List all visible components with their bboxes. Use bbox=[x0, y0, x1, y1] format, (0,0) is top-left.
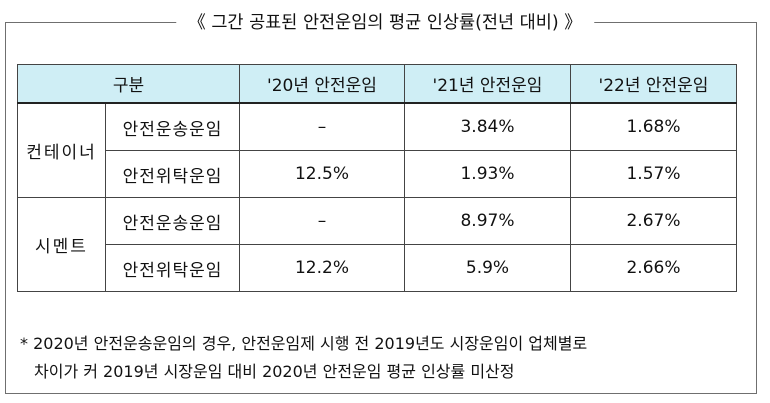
table-row: 컨테이너 안전운송운임 – 3.84% 1.68% bbox=[17, 102, 737, 198]
value-cell: 1.57% bbox=[570, 150, 737, 198]
item-label: 안전운송운임 bbox=[105, 102, 240, 151]
group-label-container: 컨테이너 bbox=[17, 102, 106, 198]
table-row: 안전위탁운임 12.2% 5.9% 2.66% bbox=[18, 244, 737, 292]
table-row: 안전위탁운임 12.5% 1.93% 1.57% bbox=[18, 150, 737, 198]
value-cell: 8.97% bbox=[404, 197, 571, 245]
footnote: * 2020년 안전운송운임의 경우, 안전운임제 시행 전 2019년도 시장… bbox=[20, 330, 745, 386]
value-cell: 5.9% bbox=[404, 244, 571, 292]
footnote-line-1: * 2020년 안전운송운임의 경우, 안전운임제 시행 전 2019년도 시장… bbox=[20, 334, 588, 353]
footnote-line-2: 차이가 커 2019년 시장운임 대비 2020년 안전운임 평균 인상률 미산… bbox=[34, 362, 515, 381]
value-cell: 2.66% bbox=[570, 244, 737, 292]
header-2022: '22년 안전운임 bbox=[570, 64, 737, 104]
table-row: 시멘트 안전운송운임 – 8.97% 2.67% bbox=[17, 197, 737, 292]
table-header-row: 구분 '20년 안전운임 '21년 안전운임 '22년 안전운임 bbox=[17, 64, 737, 104]
item-label: 안전위탁운임 bbox=[105, 150, 240, 198]
header-2020: '20년 안전운임 bbox=[239, 64, 405, 104]
value-cell: 1.93% bbox=[404, 150, 571, 198]
rate-increase-table: 구분 '20년 안전운임 '21년 안전운임 '22년 안전운임 컨테이너 안전… bbox=[17, 64, 737, 292]
section-title: 《 그간 공표된 안전운임의 평균 인상률(전년 대비) 》 bbox=[176, 9, 594, 34]
value-cell: 3.84% bbox=[404, 102, 571, 151]
header-category: 구분 bbox=[17, 64, 240, 104]
item-label: 안전운송운임 bbox=[105, 197, 240, 245]
group-label-cement: 시멘트 bbox=[17, 197, 106, 292]
value-cell: 12.5% bbox=[239, 150, 405, 198]
value-cell: 12.2% bbox=[239, 244, 405, 292]
value-cell: – bbox=[239, 102, 405, 151]
value-cell: 2.67% bbox=[570, 197, 737, 245]
value-cell: – bbox=[239, 197, 405, 245]
header-2021: '21년 안전운임 bbox=[404, 64, 571, 104]
value-cell: 1.68% bbox=[570, 102, 737, 151]
item-label: 안전위탁운임 bbox=[105, 244, 240, 292]
